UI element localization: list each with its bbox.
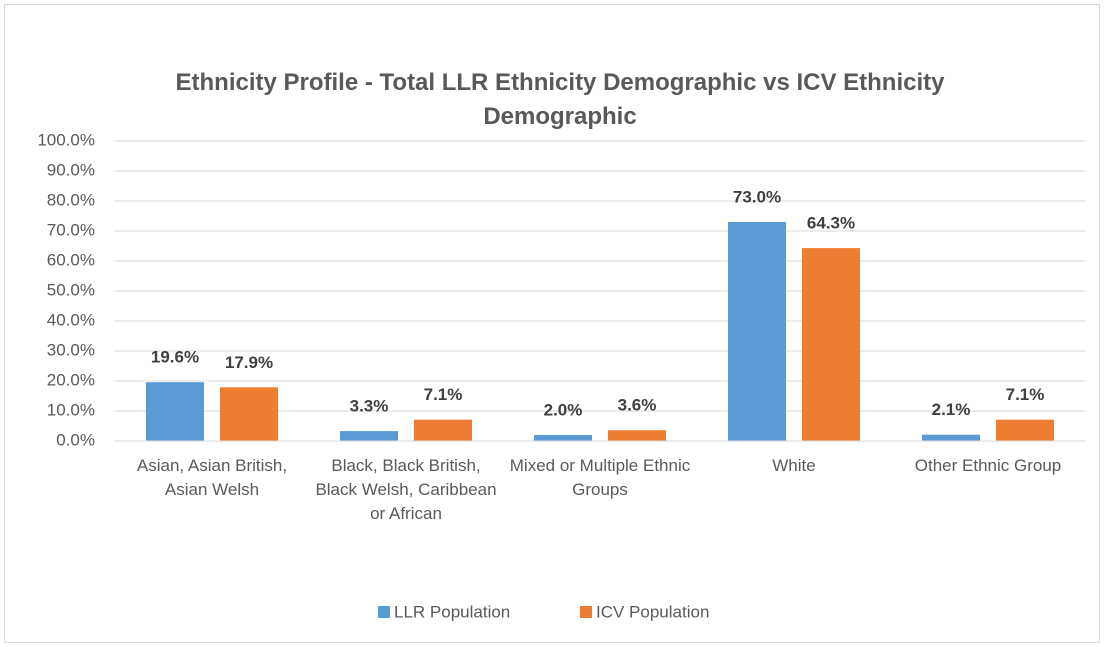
data-label: 19.6% xyxy=(151,348,199,367)
data-label: 17.9% xyxy=(225,353,273,372)
data-label: 7.1% xyxy=(1006,385,1045,404)
chart-border xyxy=(4,4,1100,643)
data-label: 7.1% xyxy=(424,385,463,404)
y-tick-label: 10.0% xyxy=(47,400,95,419)
y-tick-label: 100.0% xyxy=(37,130,95,149)
chart-title: Ethnicity Profile - Total LLR Ethnicity … xyxy=(175,69,945,130)
data-label: 64.3% xyxy=(807,214,855,233)
x-tick-label: Other Ethnic Group xyxy=(914,456,1062,475)
y-tick-label: 70.0% xyxy=(47,220,95,239)
x-tick-label: Black, Black British, Black Welsh, Carib… xyxy=(315,456,497,523)
legend-label: ICV Population xyxy=(596,602,709,621)
data-label: 2.1% xyxy=(932,400,971,419)
bar xyxy=(728,222,786,441)
legend-label: LLR Population xyxy=(394,602,510,621)
legend-swatch xyxy=(580,606,592,618)
data-label: 73.0% xyxy=(733,187,781,206)
bar xyxy=(146,382,204,441)
y-tick-label: 20.0% xyxy=(47,370,95,389)
data-label: 3.3% xyxy=(350,397,389,416)
y-tick-label: 50.0% xyxy=(47,280,95,299)
y-tick-label: 90.0% xyxy=(47,160,95,179)
bar xyxy=(996,419,1054,441)
bar xyxy=(414,419,472,441)
bar xyxy=(340,431,398,441)
legend-swatch xyxy=(378,606,390,618)
bar xyxy=(922,434,980,441)
bar xyxy=(220,387,278,441)
y-tick-label: 80.0% xyxy=(47,190,95,209)
bar xyxy=(802,248,860,441)
y-tick-label: 0.0% xyxy=(56,430,95,449)
x-tick-label: Mixed or Multiple Ethnic Groups xyxy=(509,456,691,499)
data-label: 2.0% xyxy=(544,400,583,419)
bar xyxy=(608,430,666,441)
y-tick-label: 40.0% xyxy=(47,310,95,329)
y-tick-label: 60.0% xyxy=(47,250,95,269)
y-tick-label: 30.0% xyxy=(47,340,95,359)
data-label: 3.6% xyxy=(618,396,657,415)
bar xyxy=(534,435,592,441)
x-tick-label: Asian, Asian British, Asian Welsh xyxy=(136,456,288,499)
x-tick-label: White xyxy=(772,456,816,475)
